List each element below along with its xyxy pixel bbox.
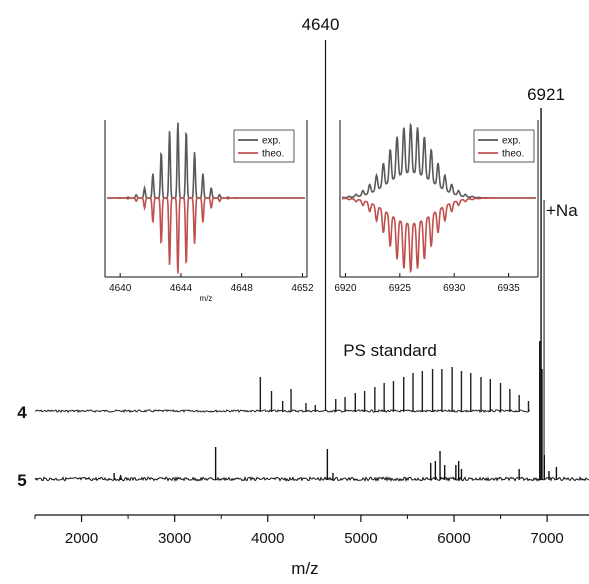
- legend-label: theo.: [502, 149, 524, 160]
- x-tick-label: 6000: [437, 530, 470, 547]
- x-tick-label: 7000: [530, 530, 563, 547]
- inset-tick-label: 4652: [291, 283, 314, 294]
- x-tick-label: 4000: [251, 530, 284, 547]
- legend-label: exp.: [262, 136, 281, 147]
- inset-tick-label: 6930: [443, 283, 466, 294]
- inset-trace-theo: [107, 197, 305, 274]
- x-tick-label: 5000: [344, 530, 377, 547]
- x-tick-label: 3000: [158, 530, 191, 547]
- annotation-6921: 6921: [527, 85, 565, 104]
- inset-tick-label: 6920: [334, 283, 357, 294]
- x-tick-label: 2000: [65, 530, 98, 547]
- inset-tick-label: 6925: [389, 283, 412, 294]
- inset-trace-theo: [341, 197, 536, 274]
- x-axis-label: m/z: [291, 559, 318, 578]
- inset-x-axis-label: m/z: [200, 294, 213, 303]
- inset-tick-label: 6935: [498, 283, 521, 294]
- inset-tick-label: 4644: [170, 283, 193, 294]
- trace-label: 5: [17, 471, 26, 490]
- legend-label: exp.: [502, 136, 521, 147]
- legend-label: theo.: [262, 149, 284, 160]
- inset-legend-box: [473, 129, 535, 163]
- annotation-ps-standard: PS standard: [343, 341, 437, 360]
- annotation-na: +Na: [546, 201, 578, 220]
- inset-2: 6920 6925 6930 6935 exp. theo.: [334, 120, 539, 294]
- spectrum-trace-baseline: [34, 475, 589, 483]
- inset-tick-label: 4648: [231, 283, 254, 294]
- annotation-4640: 4640: [302, 15, 340, 34]
- inset-tick-label: 4640: [109, 283, 132, 294]
- inset-legend-box: [233, 129, 295, 163]
- trace-label: 4: [17, 403, 27, 422]
- inset-1: 4640 4644 4648 4652 m/z exp. theo.: [104, 120, 314, 303]
